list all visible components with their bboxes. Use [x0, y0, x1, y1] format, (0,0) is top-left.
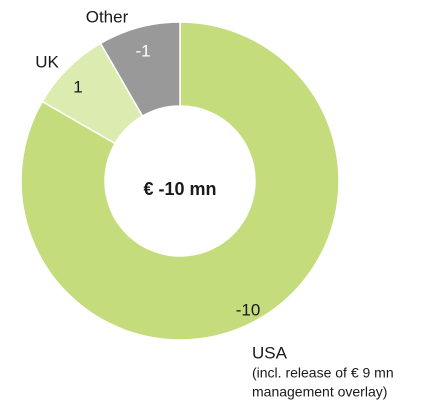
value-label: 1	[73, 77, 82, 96]
donut-segment	[99, 21, 181, 118]
center-label: € -10 mn	[143, 179, 216, 199]
donut-segment	[20, 21, 340, 341]
note: management overlay)	[252, 384, 387, 400]
category-label: Other	[86, 7, 129, 26]
value-label: -10	[236, 300, 261, 319]
value-label: -1	[135, 41, 150, 60]
note: (incl. release of € 9 mn	[252, 365, 394, 381]
category-label: UK	[35, 52, 59, 71]
category-label: USA	[252, 343, 288, 362]
